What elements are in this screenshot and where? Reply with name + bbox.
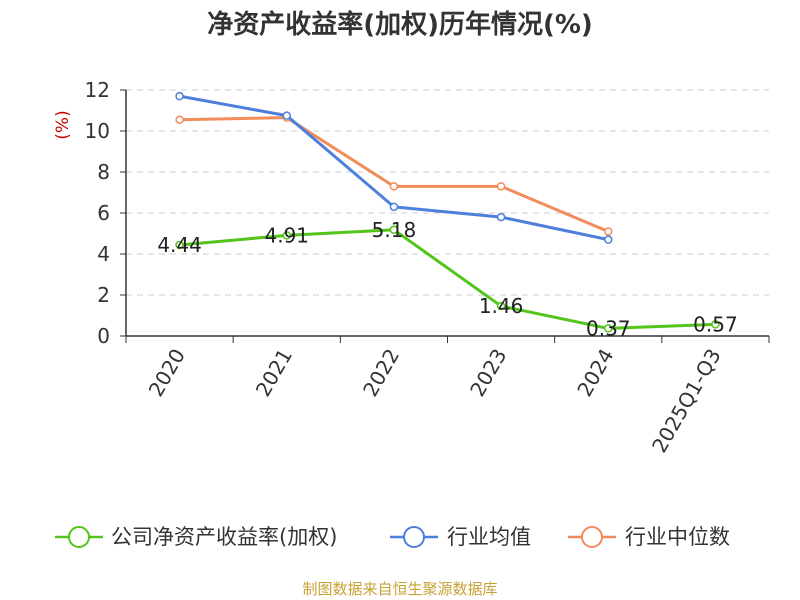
legend-mean-marker <box>403 526 425 548</box>
series-0-point-1 <box>282 231 291 240</box>
series-line-0 <box>179 228 716 330</box>
data-labels: 4.44 4.91 5.18 1.46 0.37 0.57 <box>157 218 737 341</box>
legend-mean-label: 行业均值 <box>447 525 531 549</box>
series-2-point-0 <box>175 115 184 124</box>
x-tick-label-2023: 2023 <box>465 345 511 401</box>
series-1-point-3 <box>496 212 506 222</box>
series-2-point-3 <box>496 182 506 191</box>
x-tick-label-2025Q1-Q3: 2025Q1-Q3 <box>647 345 726 457</box>
series-2-point-2 <box>389 182 399 191</box>
legend-median-label: 行业中位数 <box>625 525 730 549</box>
series-1-point-0 <box>175 91 184 101</box>
data-label-0: 4.44 <box>157 233 202 257</box>
series-2-point-4 <box>604 227 613 236</box>
y-tick-labels: 0 2 4 6 8 10 12 <box>85 78 110 348</box>
series-1-point-2 <box>389 202 399 212</box>
y-tick-label-12: 12 <box>85 78 110 102</box>
chart-title: 净资产收益率(加权)历年情况(%) <box>207 9 593 40</box>
series-0-point-3 <box>496 301 506 311</box>
legend-company-label: 公司净资产收益率(加权) <box>111 525 337 549</box>
series-line-2 <box>179 116 609 233</box>
y-tick-label-10: 10 <box>85 119 110 143</box>
data-label-4: 0.37 <box>586 316 631 340</box>
x-tick-label-2024: 2024 <box>572 345 618 401</box>
y-axis-label: (%) <box>53 110 73 139</box>
legend-item-company[interactable]: 公司净资产收益率(加权) <box>55 525 337 549</box>
x-tick-label-2020: 2020 <box>144 345 190 401</box>
x-tick-label-2021: 2021 <box>251 345 297 401</box>
legend-median-marker <box>581 526 603 548</box>
data-label-1: 4.91 <box>264 223 309 247</box>
y-tick-label-2: 2 <box>97 283 110 307</box>
legend-item-industry-mean[interactable]: 行业均值 <box>390 525 531 549</box>
legend-item-industry-median[interactable]: 行业中位数 <box>568 525 730 549</box>
source-footer: 制图数据来自恒生聚源数据库 <box>302 580 497 598</box>
data-label-2: 5.18 <box>372 218 417 242</box>
legend-company-marker <box>68 526 90 548</box>
data-label-5: 0.57 <box>693 312 738 336</box>
series-group <box>175 91 720 333</box>
series-1-point-1 <box>282 111 291 120</box>
y-tick-label-4: 4 <box>97 242 110 266</box>
y-tick-label-6: 6 <box>97 201 110 225</box>
series-0-point-2 <box>389 225 399 235</box>
x-tick-label-2022: 2022 <box>358 345 404 401</box>
legend: 公司净资产收益率(加权) 行业均值 行业中位数 <box>55 525 730 549</box>
data-label-3: 1.46 <box>479 294 524 318</box>
y-tick-label-0: 0 <box>97 324 110 348</box>
series-1-point-4 <box>604 235 613 244</box>
y-tick-label-8: 8 <box>97 160 110 184</box>
x-tick-labels: 2020 2021 2022 2023 2024 2025Q1-Q3 <box>125 336 770 457</box>
series-0-point-5 <box>711 320 720 329</box>
series-0-point-0 <box>175 240 184 250</box>
series-0-point-4 <box>604 324 613 333</box>
